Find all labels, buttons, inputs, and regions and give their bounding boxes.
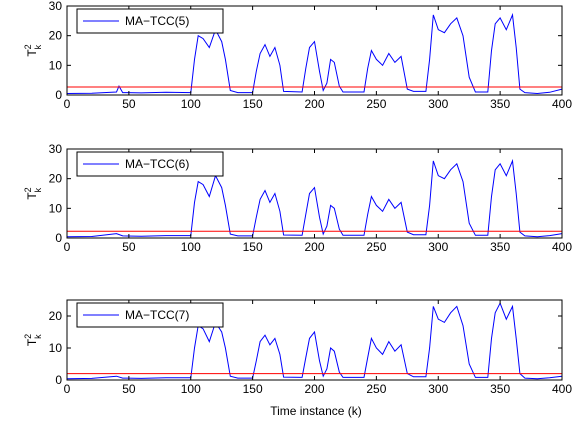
- y-axis-label: T2k: [23, 334, 43, 346]
- x-tick-label: 50: [122, 382, 136, 396]
- x-tick-label: 300: [428, 382, 448, 396]
- subplot-ma-tcc-6: 0 50 100 150 200 250 300 350 400 0 10 20 30 T2k MA−TCC…: [23, 142, 572, 254]
- x-tick-label: 0: [64, 97, 71, 111]
- x-tick-label: 150: [243, 240, 263, 254]
- y-axis-label-sup: 2: [23, 334, 33, 339]
- x-axis-label: Time instance (k): [270, 404, 362, 418]
- x-tick-label: 400: [552, 240, 572, 254]
- x-tick-label: 100: [181, 240, 201, 254]
- y-tick-label: 10: [49, 341, 63, 355]
- x-tick-label: 200: [304, 97, 324, 111]
- y-axis-label: T2k: [23, 44, 43, 56]
- x-tick-label: 200: [304, 240, 324, 254]
- x-tick-label: 250: [366, 240, 386, 254]
- y-axis-label-base: T: [25, 338, 39, 346]
- legend-label: MA−TCC(7): [125, 308, 189, 322]
- series-line-1: [66, 158, 563, 238]
- series-line-0: [66, 12, 563, 95]
- x-tick-label: 350: [490, 97, 510, 111]
- y-tick-label: 0: [55, 373, 62, 387]
- y-axis-label-sub: k: [33, 44, 43, 49]
- y-axis-label-sub: k: [33, 187, 43, 192]
- y-tick-label: 0: [55, 88, 62, 102]
- x-tick-label: 50: [122, 97, 136, 111]
- x-tick-label: 0: [64, 382, 71, 396]
- y-axis-label-sup: 2: [23, 44, 33, 49]
- x-tick-label: 350: [490, 382, 510, 396]
- y-tick-label: 20: [49, 172, 63, 186]
- y-axis-label: T2k: [23, 187, 43, 199]
- y-tick-label: 20: [49, 309, 63, 323]
- y-tick-label: 30: [49, 0, 63, 13]
- x-tick-label: 100: [181, 382, 201, 396]
- y-tick-label: 20: [49, 29, 63, 43]
- x-tick-label: 300: [428, 97, 448, 111]
- x-tick-label: 150: [243, 97, 263, 111]
- subplot-ma-tcc-7: 0 50 100 150 200 250 300 350 400 0 10 20 T2k MA−TCC(7…: [23, 299, 572, 396]
- y-axis-label-sup: 2: [23, 187, 33, 192]
- x-tick-label: 250: [366, 97, 386, 111]
- y-tick-label: 10: [49, 201, 63, 215]
- x-tick-label: 100: [181, 97, 201, 111]
- legend-label: MA−TCC(6): [125, 157, 189, 171]
- x-tick-label: 200: [304, 382, 324, 396]
- x-tick-label: 150: [243, 382, 263, 396]
- y-tick-label: 0: [55, 231, 62, 245]
- y-tick-label: 10: [49, 58, 63, 72]
- subplot-ma-tcc-5: 0 50 100 150 200 250 300 350 400 0 10 20 30 T2k MA−TCC…: [23, 0, 572, 111]
- x-tick-label: 50: [122, 240, 136, 254]
- x-tick-label: 350: [490, 240, 510, 254]
- legend-label: MA−TCC(5): [125, 14, 189, 28]
- x-tick-label: 400: [552, 97, 572, 111]
- y-axis-label-base: T: [25, 49, 39, 57]
- x-tick-label: 400: [552, 382, 572, 396]
- x-tick-label: 250: [366, 382, 386, 396]
- y-axis-label-sub: k: [33, 334, 43, 339]
- x-tick-label: 300: [428, 240, 448, 254]
- y-axis-label-base: T: [25, 192, 39, 200]
- y-tick-label: 30: [49, 142, 63, 156]
- x-tick-label: 0: [64, 240, 71, 254]
